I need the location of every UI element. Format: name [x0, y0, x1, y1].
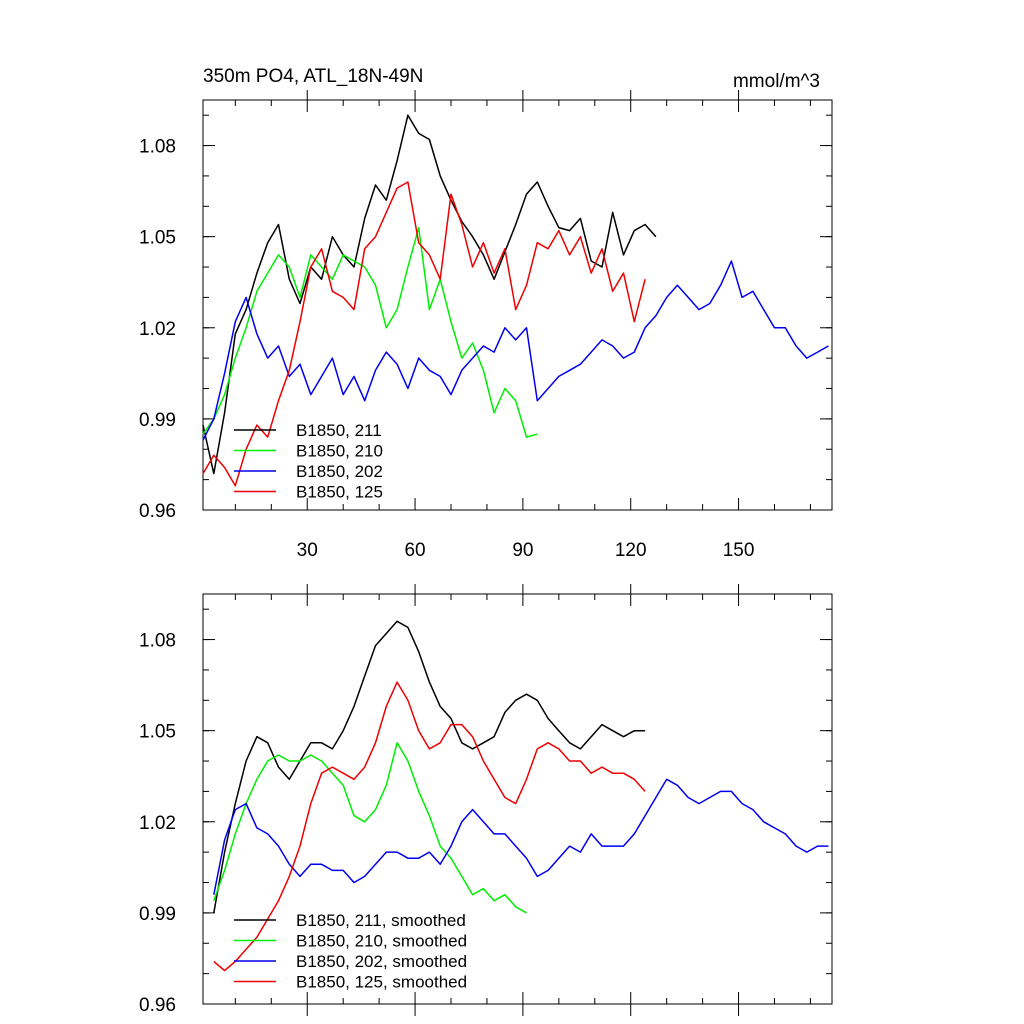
x-tick-label: 120	[615, 540, 647, 561]
x-tick-label: 60	[404, 540, 425, 561]
x-tick-label: 90	[512, 540, 533, 561]
legend-label: B1850, 125	[296, 483, 383, 502]
y-tick-label: 1.02	[139, 813, 176, 834]
legend-label: B1850, 202	[296, 462, 383, 481]
y-tick-label: 0.96	[139, 995, 176, 1016]
bottom-axis-ticks: 0.96 0.99 1.02 1.05 1.08	[139, 584, 832, 1016]
y-tick-label: 0.99	[139, 904, 176, 925]
y-tick-label: 0.99	[139, 410, 176, 431]
bottom-panel: 0.96 0.99 1.02 1.05 1.08 B1850, 211, smoothe…	[139, 584, 833, 1016]
series-line-0	[202, 114, 657, 475]
top-title-left: 350m PO4, ATL_18N-49N	[203, 66, 423, 87]
top-title-right: mmol/m^3	[733, 71, 820, 92]
y-tick-label: 1.05	[139, 228, 176, 249]
series-line-1	[213, 742, 527, 914]
legend-label: B1850, 211	[296, 421, 382, 440]
top-axis-ticks: 0.96 0.99 1.02 1.05 1.08 30 60 90 120 150	[139, 90, 832, 561]
top-series-group	[202, 114, 829, 487]
legend-label: B1850, 210, smoothed	[296, 932, 467, 951]
top-plot-frame	[202, 99, 833, 511]
bottom-plot-frame	[202, 593, 833, 1005]
legend-label: B1850, 202, smoothed	[296, 952, 467, 971]
series-line-2	[213, 778, 829, 895]
bottom-series-group	[213, 620, 829, 972]
y-tick-label: 1.02	[139, 319, 176, 340]
bottom-legend: B1850, 211, smoothed B1850, 210, smoothed…	[234, 911, 467, 992]
legend-label: B1850, 211, smoothed	[296, 911, 466, 930]
y-tick-label: 1.08	[139, 631, 176, 652]
x-tick-label: 150	[723, 540, 755, 561]
y-tick-label: 0.96	[139, 501, 176, 522]
series-line-3	[202, 181, 646, 487]
legend-label: B1850, 210	[296, 442, 383, 461]
x-tick-label: 30	[297, 540, 318, 561]
top-panel: 350m PO4, ATL_18N-49N mmol/m^3 0.96 0.99 1…	[139, 66, 833, 561]
y-tick-label: 1.05	[139, 722, 176, 743]
legend-label: B1850, 125, smoothed	[296, 973, 467, 992]
y-tick-label: 1.08	[139, 137, 176, 158]
series-line-0	[213, 620, 646, 914]
series-line-3	[213, 681, 646, 972]
series-line-1	[202, 226, 538, 438]
series-line-2	[202, 260, 829, 441]
